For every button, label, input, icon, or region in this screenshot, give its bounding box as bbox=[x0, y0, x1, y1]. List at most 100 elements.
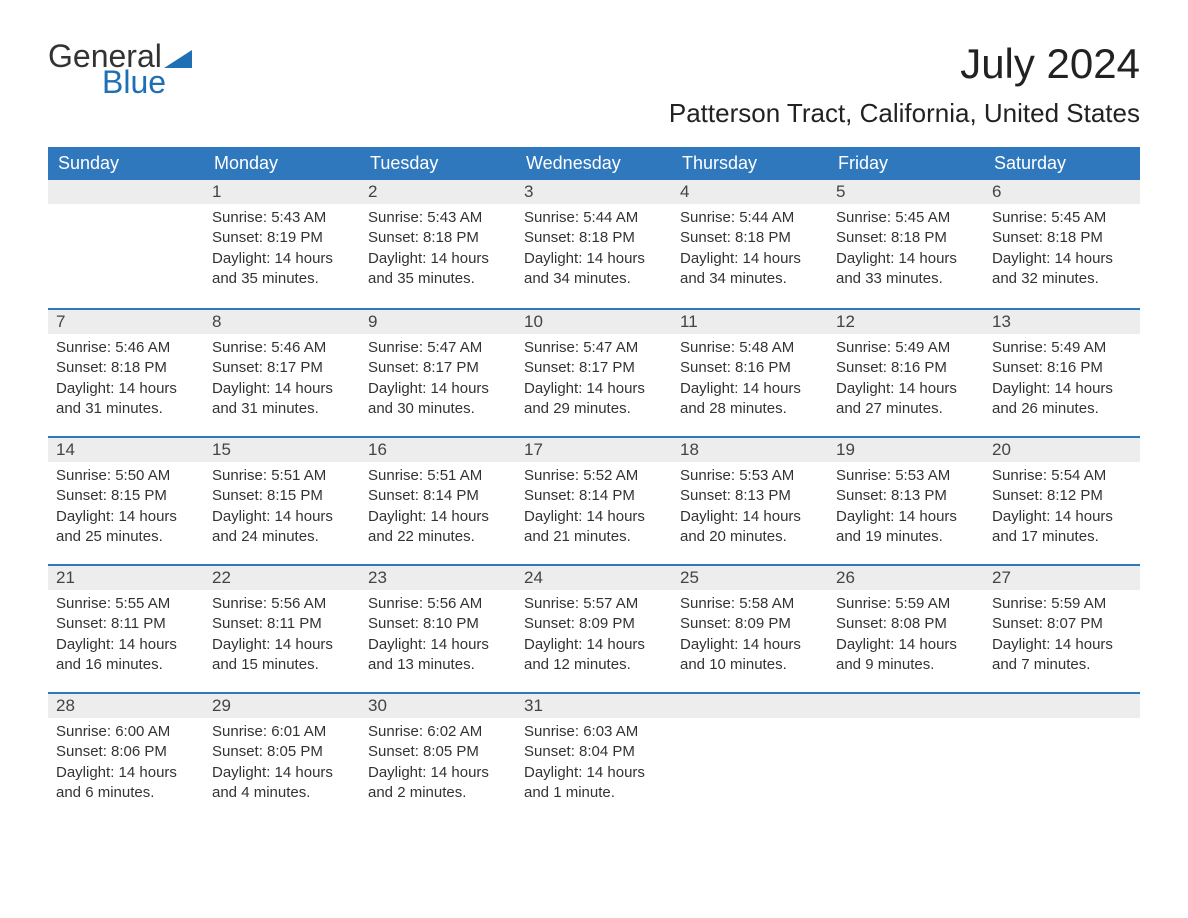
sunset-text: Sunset: 8:06 PM bbox=[56, 742, 196, 762]
sunset-text: Sunset: 8:14 PM bbox=[368, 486, 508, 506]
sunrise-text: Sunrise: 6:00 AM bbox=[56, 722, 196, 742]
calendar-day-cell bbox=[48, 180, 204, 308]
calendar-day-cell bbox=[828, 692, 984, 820]
sunset-text: Sunset: 8:14 PM bbox=[524, 486, 664, 506]
daylight-text: Daylight: 14 hours and 15 minutes. bbox=[212, 635, 352, 676]
calendar-week-row: 7Sunrise: 5:46 AMSunset: 8:18 PMDaylight… bbox=[48, 308, 1140, 436]
day-body: Sunrise: 5:43 AMSunset: 8:18 PMDaylight:… bbox=[360, 204, 516, 299]
daylight-text: Daylight: 14 hours and 30 minutes. bbox=[368, 379, 508, 420]
daylight-text: Daylight: 14 hours and 25 minutes. bbox=[56, 507, 196, 548]
day-number: 31 bbox=[516, 692, 672, 718]
sunrise-text: Sunrise: 5:45 AM bbox=[836, 208, 976, 228]
sunset-text: Sunset: 8:16 PM bbox=[680, 358, 820, 378]
sunrise-text: Sunrise: 5:51 AM bbox=[368, 466, 508, 486]
month-title: July 2024 bbox=[669, 40, 1140, 88]
daylight-text: Daylight: 14 hours and 28 minutes. bbox=[680, 379, 820, 420]
day-number: 20 bbox=[984, 436, 1140, 462]
daylight-text: Daylight: 14 hours and 19 minutes. bbox=[836, 507, 976, 548]
calendar-day-cell: 4Sunrise: 5:44 AMSunset: 8:18 PMDaylight… bbox=[672, 180, 828, 308]
day-body: Sunrise: 5:49 AMSunset: 8:16 PMDaylight:… bbox=[828, 334, 984, 429]
sunrise-text: Sunrise: 6:03 AM bbox=[524, 722, 664, 742]
sunrise-text: Sunrise: 6:02 AM bbox=[368, 722, 508, 742]
calendar-day-cell: 3Sunrise: 5:44 AMSunset: 8:18 PMDaylight… bbox=[516, 180, 672, 308]
daylight-text: Daylight: 14 hours and 35 minutes. bbox=[212, 249, 352, 290]
calendar-day-cell: 1Sunrise: 5:43 AMSunset: 8:19 PMDaylight… bbox=[204, 180, 360, 308]
sunrise-text: Sunrise: 5:44 AM bbox=[680, 208, 820, 228]
logo-wedge-icon bbox=[164, 50, 192, 68]
sunset-text: Sunset: 8:05 PM bbox=[368, 742, 508, 762]
daylight-text: Daylight: 14 hours and 10 minutes. bbox=[680, 635, 820, 676]
day-number: 14 bbox=[48, 436, 204, 462]
calendar-day-cell bbox=[984, 692, 1140, 820]
sunrise-text: Sunrise: 5:54 AM bbox=[992, 466, 1132, 486]
calendar-head: SundayMondayTuesdayWednesdayThursdayFrid… bbox=[48, 147, 1140, 180]
day-body: Sunrise: 5:57 AMSunset: 8:09 PMDaylight:… bbox=[516, 590, 672, 685]
sunrise-text: Sunrise: 5:56 AM bbox=[368, 594, 508, 614]
day-body: Sunrise: 5:58 AMSunset: 8:09 PMDaylight:… bbox=[672, 590, 828, 685]
day-number: 11 bbox=[672, 308, 828, 334]
day-body: Sunrise: 5:52 AMSunset: 8:14 PMDaylight:… bbox=[516, 462, 672, 557]
daylight-text: Daylight: 14 hours and 34 minutes. bbox=[680, 249, 820, 290]
sunrise-text: Sunrise: 5:44 AM bbox=[524, 208, 664, 228]
sunset-text: Sunset: 8:15 PM bbox=[212, 486, 352, 506]
sunrise-text: Sunrise: 5:49 AM bbox=[836, 338, 976, 358]
sunset-text: Sunset: 8:18 PM bbox=[56, 358, 196, 378]
daylight-text: Daylight: 14 hours and 34 minutes. bbox=[524, 249, 664, 290]
calendar-day-cell: 11Sunrise: 5:48 AMSunset: 8:16 PMDayligh… bbox=[672, 308, 828, 436]
day-number: 9 bbox=[360, 308, 516, 334]
logo: General Blue bbox=[48, 40, 192, 98]
day-body: Sunrise: 5:55 AMSunset: 8:11 PMDaylight:… bbox=[48, 590, 204, 685]
logo-word-2: Blue bbox=[102, 66, 192, 98]
daylight-text: Daylight: 14 hours and 9 minutes. bbox=[836, 635, 976, 676]
sunrise-text: Sunrise: 5:55 AM bbox=[56, 594, 196, 614]
sunrise-text: Sunrise: 5:43 AM bbox=[212, 208, 352, 228]
calendar-day-cell: 8Sunrise: 5:46 AMSunset: 8:17 PMDaylight… bbox=[204, 308, 360, 436]
calendar-day-cell: 17Sunrise: 5:52 AMSunset: 8:14 PMDayligh… bbox=[516, 436, 672, 564]
calendar-day-cell: 6Sunrise: 5:45 AMSunset: 8:18 PMDaylight… bbox=[984, 180, 1140, 308]
sunset-text: Sunset: 8:04 PM bbox=[524, 742, 664, 762]
day-number: 18 bbox=[672, 436, 828, 462]
calendar-day-cell: 30Sunrise: 6:02 AMSunset: 8:05 PMDayligh… bbox=[360, 692, 516, 820]
day-number: 5 bbox=[828, 180, 984, 204]
calendar-day-cell: 2Sunrise: 5:43 AMSunset: 8:18 PMDaylight… bbox=[360, 180, 516, 308]
day-body: Sunrise: 5:56 AMSunset: 8:10 PMDaylight:… bbox=[360, 590, 516, 685]
day-body: Sunrise: 5:43 AMSunset: 8:19 PMDaylight:… bbox=[204, 204, 360, 299]
calendar-week-row: 21Sunrise: 5:55 AMSunset: 8:11 PMDayligh… bbox=[48, 564, 1140, 692]
calendar-body: 1Sunrise: 5:43 AMSunset: 8:19 PMDaylight… bbox=[48, 180, 1140, 820]
day-number: 26 bbox=[828, 564, 984, 590]
day-number: 22 bbox=[204, 564, 360, 590]
daylight-text: Daylight: 14 hours and 32 minutes. bbox=[992, 249, 1132, 290]
daylight-text: Daylight: 14 hours and 22 minutes. bbox=[368, 507, 508, 548]
calendar-day-cell: 24Sunrise: 5:57 AMSunset: 8:09 PMDayligh… bbox=[516, 564, 672, 692]
weekday-header: Sunday bbox=[48, 147, 204, 180]
day-body: Sunrise: 5:44 AMSunset: 8:18 PMDaylight:… bbox=[516, 204, 672, 299]
sunrise-text: Sunrise: 5:51 AM bbox=[212, 466, 352, 486]
calendar-day-cell: 19Sunrise: 5:53 AMSunset: 8:13 PMDayligh… bbox=[828, 436, 984, 564]
location: Patterson Tract, California, United Stat… bbox=[669, 98, 1140, 129]
calendar-week-row: 28Sunrise: 6:00 AMSunset: 8:06 PMDayligh… bbox=[48, 692, 1140, 820]
calendar-day-cell bbox=[672, 692, 828, 820]
day-body: Sunrise: 5:45 AMSunset: 8:18 PMDaylight:… bbox=[984, 204, 1140, 299]
calendar-day-cell: 31Sunrise: 6:03 AMSunset: 8:04 PMDayligh… bbox=[516, 692, 672, 820]
sunrise-text: Sunrise: 5:57 AM bbox=[524, 594, 664, 614]
day-body: Sunrise: 6:03 AMSunset: 8:04 PMDaylight:… bbox=[516, 718, 672, 813]
sunrise-text: Sunrise: 5:53 AM bbox=[836, 466, 976, 486]
calendar-day-cell: 22Sunrise: 5:56 AMSunset: 8:11 PMDayligh… bbox=[204, 564, 360, 692]
daylight-text: Daylight: 14 hours and 7 minutes. bbox=[992, 635, 1132, 676]
calendar-day-cell: 13Sunrise: 5:49 AMSunset: 8:16 PMDayligh… bbox=[984, 308, 1140, 436]
calendar-day-cell: 7Sunrise: 5:46 AMSunset: 8:18 PMDaylight… bbox=[48, 308, 204, 436]
day-body: Sunrise: 5:59 AMSunset: 8:08 PMDaylight:… bbox=[828, 590, 984, 685]
calendar-day-cell: 18Sunrise: 5:53 AMSunset: 8:13 PMDayligh… bbox=[672, 436, 828, 564]
daylight-text: Daylight: 14 hours and 16 minutes. bbox=[56, 635, 196, 676]
day-number: 27 bbox=[984, 564, 1140, 590]
weekday-header: Wednesday bbox=[516, 147, 672, 180]
day-body: Sunrise: 5:51 AMSunset: 8:14 PMDaylight:… bbox=[360, 462, 516, 557]
sunrise-text: Sunrise: 5:47 AM bbox=[524, 338, 664, 358]
calendar-day-cell: 14Sunrise: 5:50 AMSunset: 8:15 PMDayligh… bbox=[48, 436, 204, 564]
day-number: 2 bbox=[360, 180, 516, 204]
day-body: Sunrise: 5:44 AMSunset: 8:18 PMDaylight:… bbox=[672, 204, 828, 299]
day-number-bar bbox=[672, 692, 828, 718]
calendar-day-cell: 25Sunrise: 5:58 AMSunset: 8:09 PMDayligh… bbox=[672, 564, 828, 692]
sunset-text: Sunset: 8:15 PM bbox=[56, 486, 196, 506]
day-number: 21 bbox=[48, 564, 204, 590]
